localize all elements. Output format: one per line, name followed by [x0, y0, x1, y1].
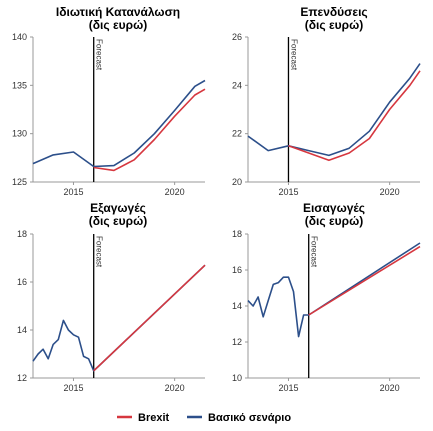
chart-legend: Brexit Βασικό σενάριο	[117, 412, 291, 424]
panel-title: Επενδύσεις	[300, 5, 367, 19]
y-tick-label: 22	[232, 129, 242, 139]
chart-panels: Ιδιωτική Κατανάλωση(δις ευρώ)12513013514…	[12, 5, 421, 393]
y-tick-label: 135	[12, 80, 27, 90]
series-line-baseline	[32, 79, 206, 168]
y-tick-label: 16	[17, 277, 27, 287]
y-tick-label: 12	[232, 337, 242, 347]
x-tick-label: 2015	[278, 187, 298, 197]
y-tick-label: 14	[232, 301, 242, 311]
panel-subtitle: (δις ευρώ)	[305, 18, 363, 32]
chart-panel-3: Εξαγωγές(δις ευρώ) 12 14 16 18 2015 2020 Foreca…	[17, 201, 206, 393]
series-line-brexit	[308, 245, 421, 316]
legend-baseline-label: Βασικό σενάριο	[208, 412, 291, 424]
series-line-brexit	[93, 264, 206, 372]
y-tick-label: 140	[12, 32, 27, 42]
y-tick-label: 16	[232, 265, 242, 275]
x-tick-label: 2015	[63, 187, 83, 197]
x-tick-label: 2020	[380, 187, 400, 197]
chart-panel-4: Εισαγωγές(δις ευρώ) 10 12 14 16 18 2015 2020 For…	[232, 201, 421, 393]
y-tick-label: 12	[17, 373, 27, 383]
y-tick-label: 10	[232, 373, 242, 383]
panel-subtitle: (δις ευρώ)	[89, 214, 147, 228]
y-tick-label: 130	[12, 129, 27, 139]
panel-subtitle: (δις ευρώ)	[89, 18, 147, 32]
y-tick-label: 14	[17, 325, 27, 335]
y-tick-label: 18	[232, 229, 242, 239]
series-line-baseline	[247, 63, 421, 157]
forecast-label: Forecast	[95, 236, 104, 268]
legend-brexit-label: Brexit	[138, 412, 170, 424]
series-line-baseline	[247, 242, 421, 338]
panel-subtitle: (δις ευρώ)	[305, 214, 363, 228]
chart-panel-2: Επενδύσεις(δις ευρώ) 20 22 24 26 2015 2020 Fore…	[232, 5, 421, 197]
series-line-baseline	[32, 264, 206, 372]
chart-panel-1: Ιδιωτική Κατανάλωση(δις ευρώ) 125 130 135 14…	[12, 5, 206, 197]
x-tick-label: 2020	[165, 383, 185, 393]
series-line-brexit	[288, 70, 421, 162]
forecast-label: Forecast	[95, 39, 104, 71]
panel-title: Εισαγωγές	[303, 201, 365, 215]
panel-title: Εξαγωγές	[90, 201, 146, 215]
forecast-label: Forecast	[289, 39, 298, 71]
forecast-label: Forecast	[310, 236, 319, 268]
y-tick-label: 24	[232, 80, 242, 90]
y-tick-label: 20	[232, 177, 242, 187]
x-tick-label: 2020	[165, 187, 185, 197]
y-tick-label: 125	[12, 177, 27, 187]
y-tick-label: 26	[232, 32, 242, 42]
y-tick-label: 18	[17, 229, 27, 239]
series-line-brexit	[93, 88, 206, 172]
x-tick-label: 2020	[380, 383, 400, 393]
x-tick-label: 2015	[63, 383, 83, 393]
panel-title: Ιδιωτική Κατανάλωση	[56, 5, 180, 19]
x-tick-label: 2015	[278, 383, 298, 393]
